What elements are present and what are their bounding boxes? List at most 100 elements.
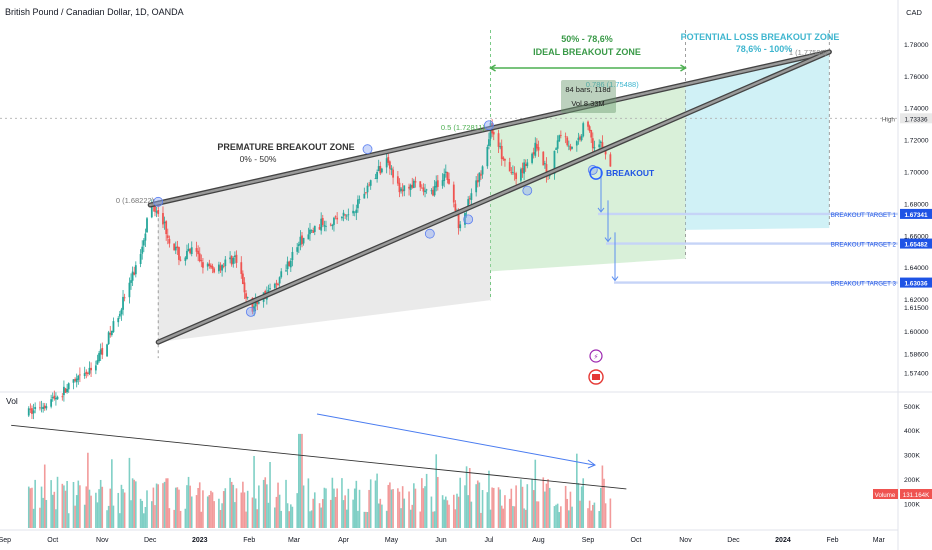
candle-body [582,123,585,137]
volume-bars [27,433,612,528]
candle-body [155,211,158,213]
candle-body [122,296,124,310]
volume-bar [61,483,64,528]
volume-bar [291,506,294,528]
candle-body [229,257,231,260]
candle-body [357,199,359,209]
candle-body [277,283,279,286]
candle-body [224,259,227,267]
candle-body [254,300,257,307]
candle-body [448,178,450,184]
volume-bar [243,492,246,528]
x-tick-label: Apr [338,537,350,544]
y-tick-label: 1.70000 [904,170,929,177]
volume-bar [456,493,458,528]
flag-glyph [592,374,600,380]
candle-body [380,168,383,173]
ideal-zone-arrowhead-right [680,64,687,72]
candle-body [433,186,436,196]
volume-bar [374,480,377,528]
volume-bar [544,491,546,528]
volume-bar [146,490,148,528]
volume-bar [274,507,276,528]
volume-tick-label: 400K [904,428,920,435]
volume-bar [515,485,517,528]
volume-bar [224,488,227,528]
candle-body [369,180,372,186]
candle-body [75,378,78,383]
candle-body [66,388,69,393]
volume-bar [347,488,350,528]
x-tick-label: Feb [243,537,255,544]
volume-bar [253,455,255,528]
volume-bar [234,502,236,528]
volume-bar [593,502,596,528]
volume-bar [95,492,97,528]
candle-body [390,168,393,170]
candle-body [352,210,355,214]
candle-body [157,209,160,214]
volume-bar [481,490,484,528]
candle-body [567,145,570,147]
candle-body [414,181,417,183]
x-tick-label: Feb [826,537,838,544]
candle-body [296,247,299,252]
candle-body [86,373,89,375]
volume-bar [106,510,108,528]
candle-body [542,151,545,166]
candle-body [85,371,88,374]
candle-body [107,332,110,345]
candle-body [457,211,460,229]
x-tick-label: Nov [679,537,692,544]
candle-body [436,180,439,187]
candle-body [34,407,37,410]
candle-body [235,254,238,263]
candle-body [555,148,557,150]
volume-bar [195,495,198,528]
candle-body [320,218,323,231]
x-tick-label: Sep [582,537,595,544]
volume-bar [275,496,278,528]
candle-body [355,209,358,214]
x-tick-label: Nov [96,537,109,544]
candle-body [341,216,343,219]
candle-body [590,129,593,138]
candle-body [523,162,525,174]
volume-bar [112,505,115,528]
volume-bar [202,490,204,528]
candle-body [564,136,567,138]
fib-1-label: 1 (1.77505) [789,48,828,57]
volume-bar [96,502,99,528]
candle-body [534,142,537,156]
candle-body [571,146,573,149]
candle-body [312,230,315,233]
x-tick-label: Aug [532,537,545,544]
candle-body [243,282,246,293]
candle-body [190,247,193,254]
volume-bar [184,508,187,528]
candle-body [222,266,225,267]
volume-tick-label: 200K [904,477,920,484]
candle-body [289,260,292,268]
candle-body [435,181,438,188]
volume-bar [467,495,469,528]
volume-bar [558,512,561,528]
volume-bar [230,481,233,528]
candle-body [598,144,601,148]
candle-body [162,213,164,225]
volume-bar [176,487,179,528]
candle-body [112,321,115,333]
target-price-1: 1.67341 [904,212,928,219]
candle-body [154,205,156,212]
volume-bar [178,489,180,528]
ideal-zone-title: IDEAL BREAKOUT ZONE [533,47,641,57]
candle-body [358,199,361,201]
volume-bar [542,477,545,528]
target-label-1: BREAKOUT TARGET 1 [831,212,897,219]
candle-body [336,217,339,220]
candle-body [301,235,303,245]
candle-body [387,157,390,163]
y-tick-label: 1.61500 [904,305,929,312]
candle-body [63,386,65,396]
